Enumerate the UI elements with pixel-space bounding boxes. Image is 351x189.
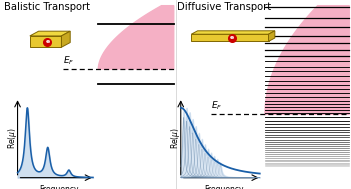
Text: e: e (45, 39, 49, 44)
Polygon shape (30, 31, 70, 36)
Text: $E_F$: $E_F$ (211, 100, 222, 112)
Text: Re($\mu$): Re($\mu$) (169, 127, 182, 149)
Polygon shape (191, 34, 269, 41)
Text: Frequency: Frequency (39, 185, 79, 189)
Polygon shape (30, 36, 61, 47)
Polygon shape (98, 6, 174, 69)
Polygon shape (191, 31, 275, 34)
Text: Diffusive Transport: Diffusive Transport (177, 2, 271, 12)
Polygon shape (61, 31, 70, 47)
Text: $E_F$: $E_F$ (63, 55, 75, 67)
Text: Re($\mu$): Re($\mu$) (6, 127, 19, 149)
Text: e: e (230, 35, 234, 40)
Text: Frequency: Frequency (204, 185, 244, 189)
Text: Balistic Transport: Balistic Transport (4, 2, 90, 12)
Polygon shape (269, 31, 275, 41)
Polygon shape (265, 6, 349, 114)
